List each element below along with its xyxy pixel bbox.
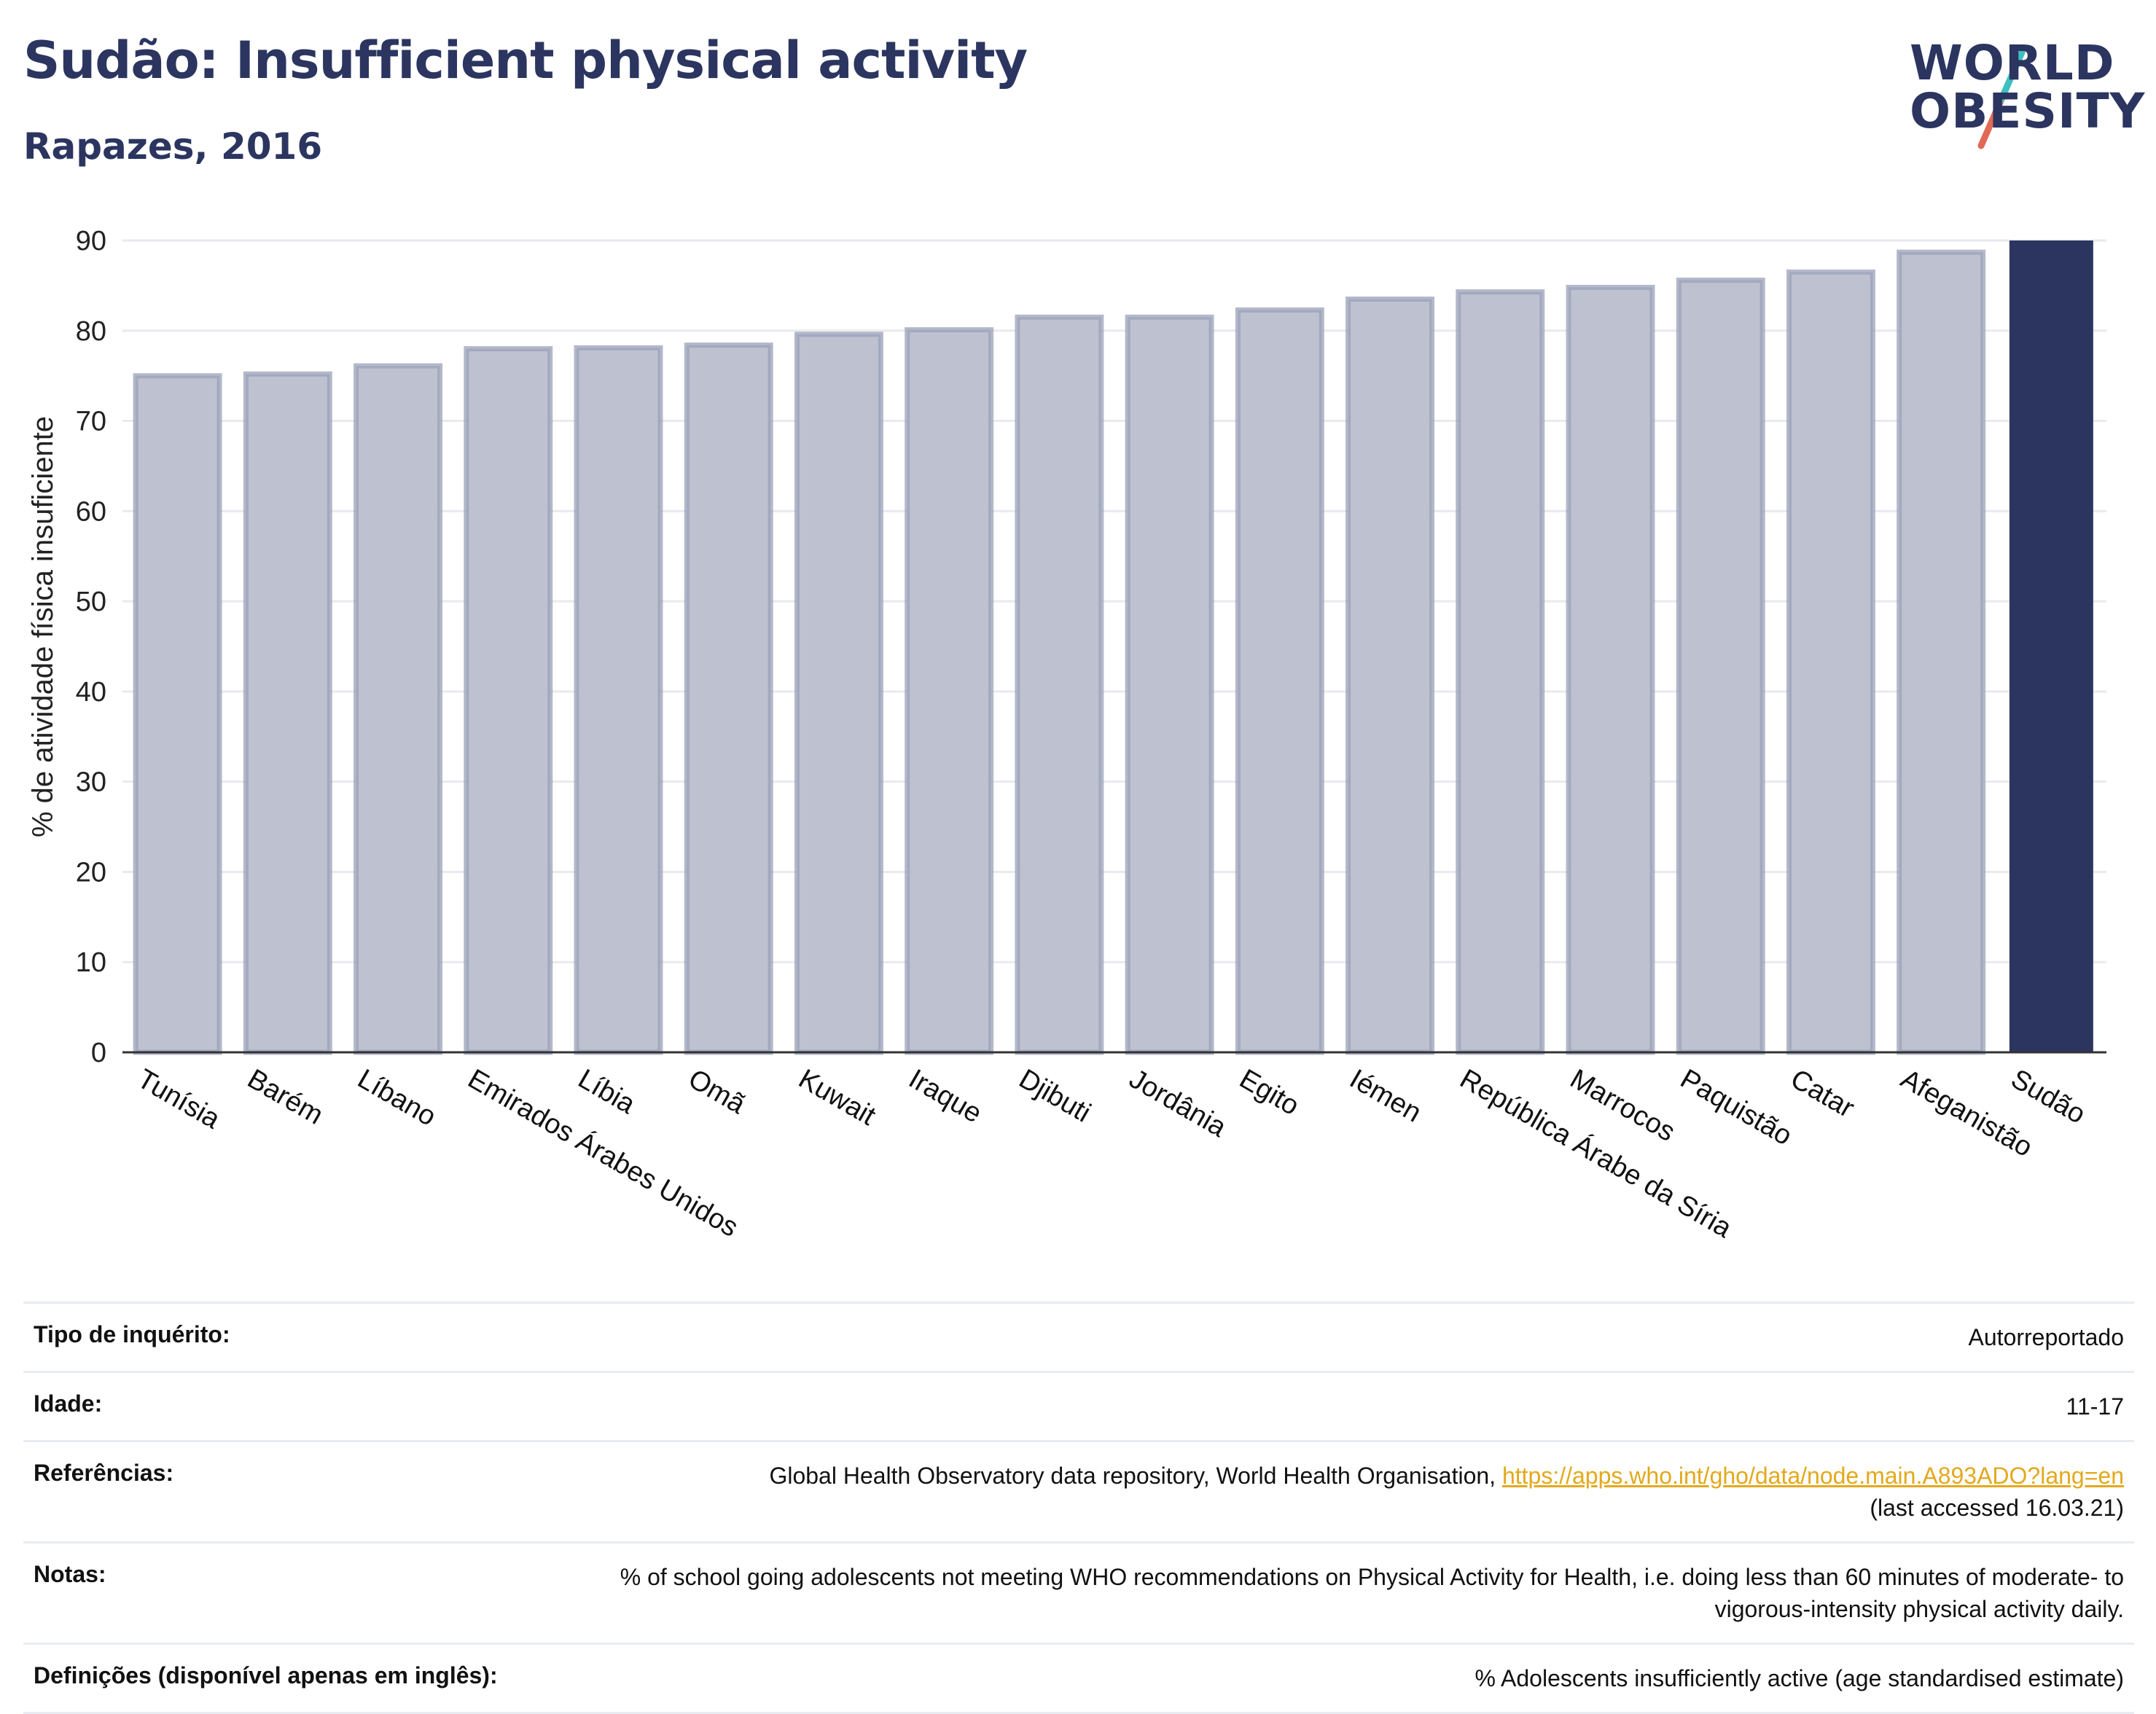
bar <box>1345 296 1435 1055</box>
logo-text-world: WORLD <box>1910 35 2115 91</box>
bar <box>1566 284 1655 1055</box>
info-row-notes: Notas: % of school going adolescents not… <box>23 1541 2134 1643</box>
x-tick-label: Sudão <box>2006 1063 2090 1130</box>
info-row-age: Idade: 11-17 <box>23 1371 2134 1440</box>
logo-text-obesity: OBESITY <box>1910 83 2146 139</box>
y-tick-label: 70 <box>76 407 106 437</box>
x-tick-label: Líbano <box>353 1063 442 1132</box>
references-link[interactable]: https://apps.who.int/gho/data/node.main.… <box>1501 1463 2124 1489</box>
bar <box>1456 289 1545 1055</box>
references-text: Global Health Observatory data repositor… <box>769 1463 1502 1489</box>
bar <box>1125 314 1214 1055</box>
x-tick-label: Iraque <box>904 1063 987 1129</box>
notes-value: % of school going adolescents not meetin… <box>620 1564 2124 1622</box>
chart-title: Sudão: Insufficient physical activity <box>23 31 1028 90</box>
x-tick-label: Líbia <box>573 1063 641 1120</box>
x-tick-label: Djibuti <box>1014 1063 1095 1128</box>
bar <box>574 345 663 1055</box>
info-row-definitions: Definições (disponível apenas em inglês)… <box>23 1643 2134 1714</box>
bar <box>464 346 553 1055</box>
x-tick-label: Egito <box>1234 1063 1304 1122</box>
world-obesity-logo: WORLD OBESITY <box>1895 29 2146 153</box>
references-label: Referências: <box>34 1460 174 1486</box>
bar <box>1897 249 1986 1055</box>
x-tick-label: Catar <box>1785 1063 1859 1124</box>
notes-label: Notas: <box>34 1561 106 1587</box>
survey-label: Tipo de inquérito: <box>34 1321 230 1347</box>
chart-subtitle: Rapazes, 2016 <box>23 125 323 168</box>
y-axis-label: % de atividade física insuficiente <box>27 416 59 837</box>
bar <box>243 371 332 1055</box>
y-tick-label: 0 <box>91 1038 106 1068</box>
survey-value: Autorreportado <box>1968 1324 2124 1350</box>
bar <box>1786 269 1875 1055</box>
references-access: (last accessed 16.03.21) <box>1870 1495 2124 1521</box>
x-tick-label: Iémen <box>1345 1063 1426 1128</box>
x-tick-label: Kuwait <box>793 1063 880 1132</box>
bar <box>684 343 773 1055</box>
age-label: Idade: <box>34 1390 103 1417</box>
bar <box>1235 307 1324 1055</box>
y-tick-label: 40 <box>76 677 106 708</box>
logo-slash-upper <box>1998 49 2026 103</box>
definitions-label: Definições (disponível apenas em inglês)… <box>34 1662 498 1688</box>
x-tick-label: Paquistão <box>1675 1063 1797 1151</box>
y-tick-label: 30 <box>76 767 106 798</box>
age-value: 11-17 <box>2066 1393 2124 1420</box>
x-tick-label: Barém <box>242 1063 328 1130</box>
info-table: Tipo de inquérito: Autorreportado Idade:… <box>23 1302 2134 1714</box>
y-tick-label: 10 <box>76 947 106 978</box>
y-tick-label: 20 <box>76 857 106 888</box>
bar <box>354 363 443 1055</box>
x-tick-label: Jordânia <box>1124 1063 1232 1143</box>
references-value: Global Health Observatory data repositor… <box>769 1460 2124 1524</box>
info-row-survey: Tipo de inquérito: Autorreportado <box>23 1302 2134 1371</box>
bar <box>794 332 883 1055</box>
bars <box>133 240 2093 1055</box>
y-tick-label: 80 <box>76 316 106 347</box>
bar <box>1015 314 1104 1055</box>
y-tick-label: 50 <box>76 587 106 617</box>
bar <box>905 327 994 1055</box>
bar <box>2009 240 2093 1052</box>
definitions-value: % Adolescents insufficiently active (age… <box>1475 1665 2124 1691</box>
x-tick-label: Tunísia <box>132 1063 225 1135</box>
bar <box>133 373 222 1055</box>
y-tick-label: 60 <box>76 496 106 527</box>
info-row-references: Referências: Global Health Observatory d… <box>23 1440 2134 1541</box>
bar <box>1676 277 1765 1055</box>
logo-slash-icon <box>1977 49 2026 149</box>
logo-slash-lower <box>1977 95 2005 149</box>
grid-lines <box>122 239 2106 963</box>
y-tick-label: 90 <box>76 226 106 257</box>
x-tick-label: Omã <box>683 1063 751 1120</box>
